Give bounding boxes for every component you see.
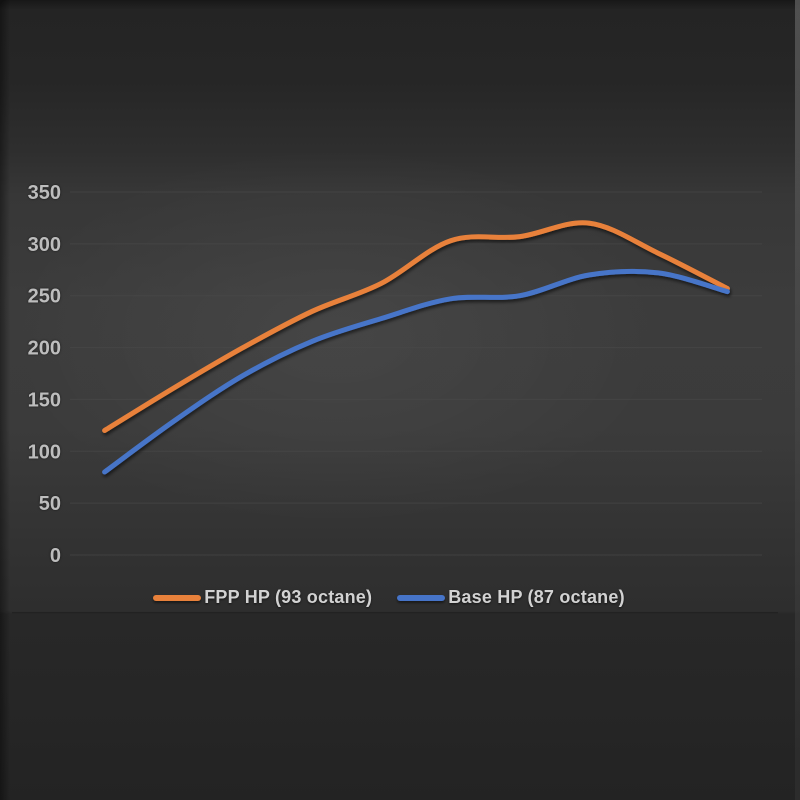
y-tick-label: 300 xyxy=(28,234,61,256)
y-tick-label: 100 xyxy=(28,441,61,463)
legend-label-base: Base HP (87 octane) xyxy=(448,587,625,607)
legend-item-base: Base HP (87 octane) xyxy=(397,587,625,608)
chart-frame-bottom-edge xyxy=(12,612,778,614)
screen-edge-top xyxy=(0,0,800,10)
y-tick-label: 200 xyxy=(28,338,61,360)
legend-item-fpp: FPP HP (93 octane) xyxy=(153,587,372,608)
screen-edge-right xyxy=(795,0,800,800)
legend-swatch-base xyxy=(397,594,446,601)
chart-legend: FPP HP (93 octane) Base HP (87 octane) xyxy=(0,587,778,608)
y-tick-label: 150 xyxy=(28,389,61,411)
series-line-fpp-93 xyxy=(102,220,730,433)
y-tick-label: 250 xyxy=(28,286,61,308)
series-line-base-87 xyxy=(102,268,730,475)
y-tick-label: 350 xyxy=(28,182,61,204)
legend-swatch-fpp xyxy=(153,594,202,601)
y-tick-label: 0 xyxy=(50,545,61,567)
y-tick-label: 50 xyxy=(39,493,61,515)
screen-edge-left xyxy=(0,0,10,800)
legend-label-fpp: FPP HP (93 octane) xyxy=(204,587,373,607)
